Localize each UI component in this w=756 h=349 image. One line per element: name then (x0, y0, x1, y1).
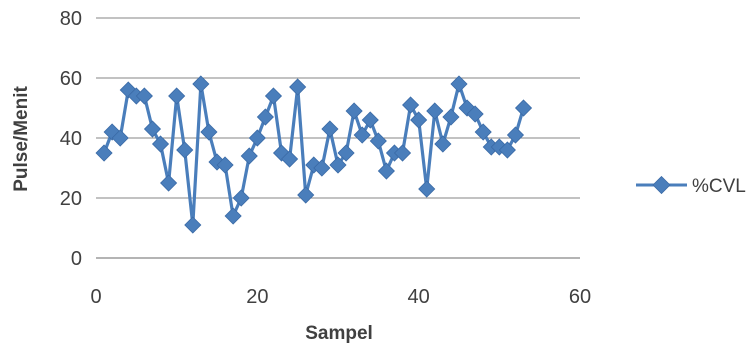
legend-diamond-marker (652, 175, 671, 195)
x-axis-title: Sampel (305, 323, 373, 344)
x-tick-label: 40 (408, 286, 430, 308)
data-point (474, 123, 492, 141)
legend-label: %CVL (692, 176, 746, 197)
y-axis-title: Pulse/Menit (11, 86, 32, 192)
data-point (264, 87, 283, 105)
data-point (297, 186, 315, 204)
data-point (353, 126, 371, 144)
data-point (184, 216, 202, 234)
series-line (102, 82, 526, 227)
data-point (377, 162, 395, 180)
data-point (458, 99, 476, 117)
data-point (369, 132, 387, 150)
data-point (168, 87, 186, 105)
series-group (95, 75, 533, 234)
data-point (151, 135, 170, 153)
data-point (466, 105, 484, 123)
data-point (361, 111, 379, 129)
data-point (418, 180, 436, 198)
gridlines (96, 17, 580, 199)
y-tick-label: 0 (71, 248, 82, 270)
data-point (111, 129, 129, 147)
data-point (426, 102, 444, 120)
data-point (506, 126, 525, 144)
data-point (329, 156, 347, 174)
data-point (410, 111, 428, 129)
data-point (345, 102, 363, 120)
data-point (514, 99, 533, 117)
y-tick-label: 60 (60, 68, 82, 90)
data-point (289, 78, 307, 96)
x-tick-label: 20 (246, 286, 268, 308)
data-point (135, 87, 153, 105)
data-point (160, 174, 178, 192)
data-point (95, 144, 113, 162)
data-point (313, 159, 331, 177)
data-point (216, 156, 234, 174)
y-tick-label: 80 (60, 8, 82, 30)
data-point (393, 144, 412, 162)
y-tick-label: 40 (60, 128, 82, 150)
legend: %CVL (636, 175, 746, 197)
data-point (434, 135, 452, 153)
x-tick-labels: 0 20 40 60 (90, 286, 591, 308)
data-point (402, 96, 420, 114)
data-point (143, 120, 162, 138)
x-tick-label: 0 (90, 286, 101, 308)
data-point (240, 147, 258, 165)
data-point (442, 108, 460, 126)
data-point (232, 189, 250, 207)
data-point (224, 207, 242, 225)
y-tick-labels: 0 20 40 60 80 (60, 8, 82, 270)
x-tick-label: 60 (569, 286, 591, 308)
data-point (248, 129, 266, 147)
data-point (321, 120, 339, 138)
data-point (450, 75, 468, 93)
data-point (337, 144, 355, 162)
data-point (498, 141, 516, 159)
data-point (256, 108, 274, 126)
data-point (281, 150, 299, 168)
data-point (176, 141, 194, 159)
data-point (119, 81, 137, 99)
data-point (200, 123, 218, 141)
y-tick-label: 20 (60, 188, 82, 210)
data-point (192, 75, 210, 93)
